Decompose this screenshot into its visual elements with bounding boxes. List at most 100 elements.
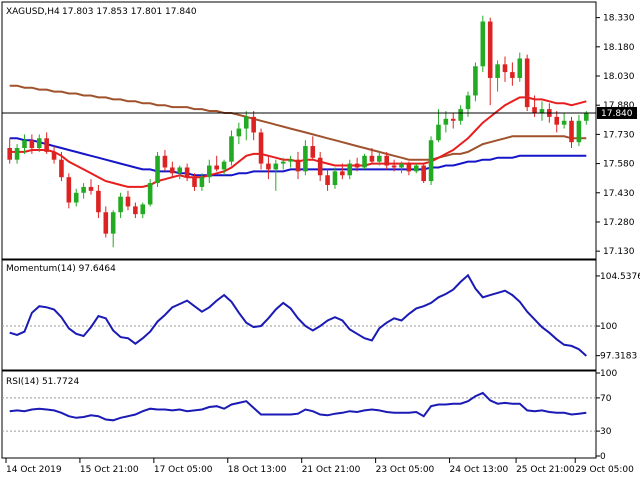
rsi-title: RSI(14) 51.7724 [6,377,79,387]
candle-body [517,58,523,78]
slow-moving-average-line [9,84,587,161]
price-axis-label: 17.430 [603,189,635,199]
time-axis-label: 14 Oct 2019 [6,465,62,475]
momentum-axis-label: 97.3183 [600,352,637,362]
candle-body [532,107,537,113]
candle-body [413,165,419,172]
time-axis: 14 Oct 2019 15 Oct 21:00 17 Oct 05:00 18 Oc… [5,458,634,475]
momentum-panel-frame [1,259,597,371]
candle-body [295,159,301,172]
price-axis-label: 17.280 [603,218,635,228]
candle-body [22,140,27,149]
candle-body [140,204,146,215]
candle-body [44,138,49,152]
candle-body [184,167,190,178]
candle-body [280,161,286,164]
candle-body [347,163,353,176]
candle-body [487,21,493,78]
candle-body [539,109,545,113]
candle-body [229,136,234,162]
candle-body [59,159,64,178]
time-axis-label: 25 Oct 21:00 [516,465,575,475]
price-panel: XAGUSD,H4 17.803 17.853 17.801 17.840 18… [1,1,637,260]
candle-body [473,66,478,96]
price-axis-label: 18.030 [603,72,635,82]
ohlc-header: 17.803 17.853 17.801 17.840 [62,7,197,17]
candle-body [576,120,582,143]
candle-body [258,132,264,164]
momentum-axis-label: 104.5376 [600,272,640,282]
candle-body [406,163,412,172]
rsi-line [9,391,587,422]
candle-body [96,190,101,213]
price-axis-label: 18.330 [603,14,635,24]
time-axis-label: 18 Oct 13:00 [228,465,287,475]
candle-body [214,165,219,170]
candle-body [465,95,471,110]
candle-body [7,148,12,160]
candle-body [384,155,390,166]
candle-body [561,120,567,125]
candle-body [125,196,131,207]
rsi-axis-label: 0 [600,452,606,462]
candle-body [192,177,197,187]
candle-body [199,177,205,187]
price-axis-label: 17.730 [603,130,635,140]
momentum-line [9,273,587,357]
candle-body [569,120,574,143]
candle-body [325,175,330,185]
price-axis-label: 17.130 [603,247,635,257]
candle-body [450,118,456,121]
candle-body [554,116,560,125]
candle-body [310,146,316,158]
candle-body [495,64,500,78]
candle-body [243,116,249,129]
candle-body [340,171,345,176]
momentum-panel: Momentum(14) 97.6464 104.5376 100 97.3183 [1,259,640,371]
price-axis-label: 17.880 [603,101,635,111]
candle-body [369,155,375,162]
candle-body [303,146,308,172]
candle-body [502,64,508,73]
candle-body [443,118,449,125]
candle-body [118,196,123,213]
candle-body [458,109,463,121]
current-price-tag: 17.840 [597,106,637,119]
rsi-axis-label: 100 [600,369,617,379]
candle-body [29,140,35,149]
current-price-label: 17.840 [601,109,633,119]
candle-body [155,155,160,184]
candle-body [391,165,397,168]
time-axis-label: 24 Oct 13:00 [450,465,509,475]
candle-body [14,148,20,160]
candle-body [88,186,94,191]
candle-body [66,177,72,203]
candle-body [273,163,279,170]
candle-body [177,167,183,174]
candle-body [288,159,293,162]
candle-body [377,155,382,162]
candle-body [133,206,138,215]
time-axis-label: 15 Oct 21:00 [80,465,139,475]
candle-body [584,112,589,121]
candle-body [170,167,175,174]
rsi-panel: RSI(14) 51.7724 100 70 30 0 [1,369,617,462]
rsi-panel-frame [1,370,597,459]
candle-body [73,192,79,203]
candle-body [206,165,212,178]
price-axis-label: 17.580 [603,160,635,170]
price-panel-title: XAGUSD,H4 [6,7,60,17]
rsi-axis-label: 70 [600,394,612,404]
candle-body [524,58,530,108]
candle-body [36,138,42,149]
price-axis-label: 18.180 [603,43,635,53]
candle-body [428,140,434,182]
rsi-axis-label: 30 [600,427,612,437]
candle-body [399,163,404,168]
candle-body [317,157,323,176]
candle-body [236,128,242,137]
time-axis-label: 17 Oct 05:00 [154,465,213,475]
time-axis-label: 23 Oct 05:00 [376,465,435,475]
time-axis-label: 21 Oct 21:00 [302,465,361,475]
